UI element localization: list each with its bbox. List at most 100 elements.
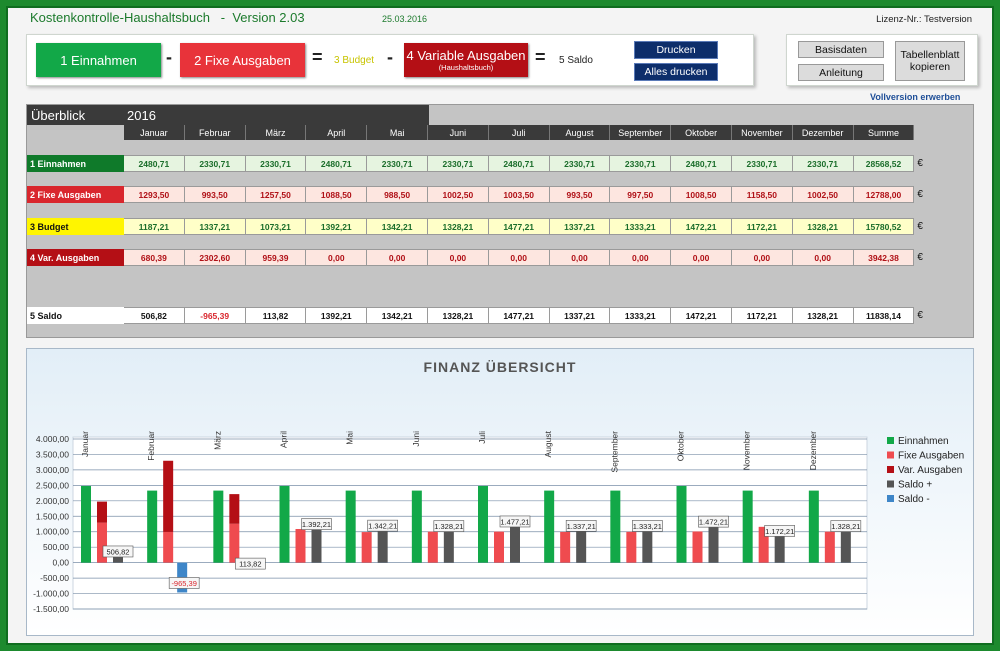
data-label-box [830, 520, 862, 532]
table-cell[interactable]: 993,50 [184, 186, 246, 203]
table-cell[interactable]: 2330,71 [549, 155, 611, 172]
table-cell[interactable]: 0,00 [488, 249, 550, 266]
table-cell[interactable]: 1392,21 [306, 218, 368, 235]
table-cell[interactable]: -965,39 [184, 307, 246, 324]
table-cell[interactable]: 1472,21 [671, 307, 732, 324]
table-cell[interactable]: 1328,21 [427, 218, 489, 235]
table-cell[interactable]: 0,00 [671, 249, 732, 266]
data-label-box [102, 545, 134, 558]
var-ausgaben-row: 4 Var. Ausgaben 680,39 2302,60 959,39 0,00 0,… [27, 249, 923, 266]
table-cell[interactable]: 1002,50 [427, 186, 489, 203]
table-cell[interactable]: 1293,50 [124, 186, 185, 203]
month-header-cell: September [610, 125, 672, 140]
table-cell[interactable]: 15780,52 [853, 218, 915, 235]
table-cell[interactable]: 680,39 [124, 249, 185, 266]
table-cell[interactable]: 1333,21 [610, 218, 672, 235]
table-cell[interactable]: 2480,71 [124, 155, 185, 172]
basisdaten-button[interactable]: Basisdaten [798, 41, 884, 58]
month-header-cell: Dezember [792, 125, 854, 140]
category-label: Februar [146, 431, 156, 461]
table-cell[interactable]: 2480,71 [488, 155, 550, 172]
table-cell[interactable]: 1088,50 [306, 186, 368, 203]
table-cell[interactable]: 0,00 [731, 249, 793, 266]
table-cell[interactable]: 2330,71 [427, 155, 489, 172]
alles-drucken-button[interactable]: Alles drucken [634, 63, 718, 81]
table-cell[interactable]: 1187,21 [124, 218, 185, 235]
table-cell[interactable]: 506,82 [124, 307, 185, 324]
table-cell[interactable]: 2480,71 [671, 155, 732, 172]
table-cell[interactable]: 988,50 [367, 186, 428, 203]
table-cell[interactable]: 1328,21 [792, 218, 854, 235]
table-cell[interactable]: 1337,21 [549, 218, 611, 235]
month-header-cell: Oktober [671, 125, 732, 140]
table-cell[interactable]: 1392,21 [306, 307, 368, 324]
table-cell[interactable]: 1158,50 [731, 186, 793, 203]
table-cell[interactable]: 1472,21 [671, 218, 732, 235]
table-cell[interactable]: 993,50 [549, 186, 611, 203]
einnahmen-bar [213, 490, 224, 563]
table-cell[interactable]: 1477,21 [488, 218, 550, 235]
month-header-cell: August [549, 125, 611, 140]
table-cell[interactable]: 0,00 [549, 249, 611, 266]
table-cell[interactable]: 1337,21 [184, 218, 246, 235]
table-cell[interactable]: 1073,21 [245, 218, 307, 235]
table-cell[interactable]: 1172,21 [731, 218, 793, 235]
table-cell[interactable]: 11838,14 [853, 307, 915, 324]
variable-ausgaben-button[interactable]: 4 Variable Ausgaben (Haushaltsbuch) [404, 43, 528, 77]
table-cell[interactable]: 1003,50 [488, 186, 550, 203]
table-cell[interactable]: 1477,21 [488, 307, 550, 324]
table-cell[interactable]: 2330,71 [184, 155, 246, 172]
table-cell[interactable]: 2330,71 [245, 155, 307, 172]
table-cell[interactable]: 0,00 [792, 249, 854, 266]
fixe-ausgaben-bar [295, 528, 306, 563]
table-cell[interactable]: 113,82 [245, 307, 307, 324]
table-cell[interactable]: 0,00 [427, 249, 489, 266]
table-cell[interactable]: 0,00 [306, 249, 368, 266]
table-cell[interactable]: 2330,71 [731, 155, 793, 172]
year-label: 2016 [127, 107, 156, 123]
equals-operator-2: = [535, 47, 546, 67]
table-cell[interactable]: 3942,38 [853, 249, 915, 266]
table-cell[interactable]: 0,00 [367, 249, 428, 266]
budget-link[interactable]: 3 Budget [334, 55, 375, 66]
table-cell[interactable]: 2330,71 [610, 155, 672, 172]
table-cell[interactable]: 1172,21 [731, 307, 793, 324]
einnahmen-button[interactable]: 1 Einnahmen [36, 43, 161, 77]
saldo-row: 5 Saldo 506,82 -965,39 113,82 1392,21 1342,21… [27, 307, 923, 324]
vollversion-link[interactable]: Vollversion erwerben [870, 92, 961, 102]
table-cell[interactable]: 1337,21 [549, 307, 611, 324]
table-cell[interactable]: 1257,50 [245, 186, 307, 203]
table-cell[interactable]: 2330,71 [367, 155, 428, 172]
table-cell[interactable]: 1008,50 [671, 186, 732, 203]
table-cell[interactable]: 1002,50 [792, 186, 854, 203]
category-label: August [543, 430, 553, 457]
data-label: 1.172,21 [765, 527, 794, 536]
drucken-button[interactable]: Drucken [634, 41, 718, 59]
table-cell[interactable]: 1328,21 [427, 307, 489, 324]
saldo-plus-bar [510, 516, 520, 563]
table-cell[interactable]: 1333,21 [610, 307, 672, 324]
data-label: 1.333,21 [633, 522, 662, 531]
category-label: Januar [80, 431, 90, 457]
overview-header: Überblick 2016 [27, 105, 429, 125]
table-cell[interactable]: 28568,52 [853, 155, 915, 172]
table-cell[interactable]: 0,00 [610, 249, 672, 266]
category-label: September [609, 431, 619, 473]
fixe-ausgaben-bar [229, 523, 240, 563]
data-label: 1.472,21 [699, 518, 728, 527]
table-cell[interactable]: 959,39 [245, 249, 307, 266]
table-cell[interactable]: 1328,21 [792, 307, 854, 324]
saldo-link[interactable]: 5 Saldo [559, 55, 593, 66]
einnahmen-bar [81, 485, 91, 563]
table-cell[interactable]: 997,50 [610, 186, 672, 203]
anleitung-button[interactable]: Anleitung [798, 64, 884, 81]
tabellenblatt-kopieren-button[interactable]: Tabellenblatt kopieren [895, 41, 965, 81]
table-cell[interactable]: 1342,21 [367, 307, 428, 324]
legend-label: Fixe Ausgaben [898, 451, 964, 462]
table-cell[interactable]: 12788,00 [853, 186, 915, 203]
fixe-ausgaben-button[interactable]: 2 Fixe Ausgaben [180, 43, 305, 77]
table-cell[interactable]: 2480,71 [306, 155, 368, 172]
table-cell[interactable]: 1342,21 [367, 218, 428, 235]
table-cell[interactable]: 2330,71 [792, 155, 854, 172]
table-cell[interactable]: 2302,60 [184, 249, 246, 266]
